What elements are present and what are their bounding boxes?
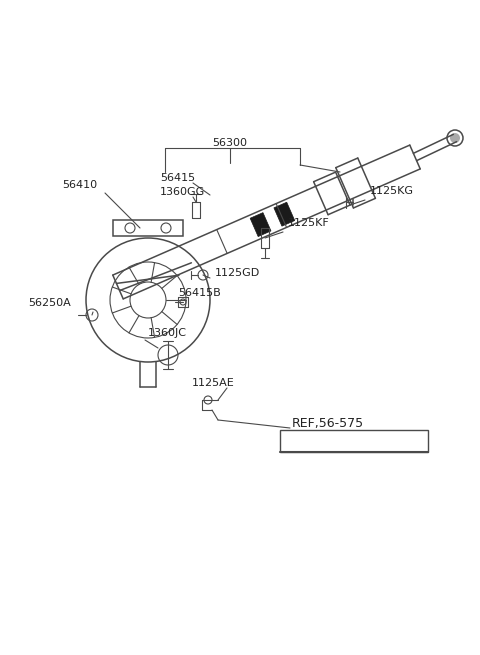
Text: 1360GG: 1360GG: [160, 187, 205, 197]
Polygon shape: [274, 202, 295, 226]
Text: 1125GD: 1125GD: [215, 268, 260, 278]
Text: 56300: 56300: [213, 138, 248, 148]
Text: 1125KG: 1125KG: [370, 186, 414, 196]
Text: 1125KF: 1125KF: [288, 218, 330, 228]
Text: 56415: 56415: [160, 173, 195, 183]
Text: 56410: 56410: [62, 180, 97, 190]
Bar: [280, 430, 428, 452]
Text: 1360JC: 1360JC: [148, 328, 187, 338]
Text: 1125AE: 1125AE: [192, 378, 235, 388]
Text: 56415B: 56415B: [178, 288, 221, 298]
Circle shape: [450, 133, 460, 143]
Text: 56250A: 56250A: [28, 298, 71, 308]
Text: REF,56-575: REF,56-575: [292, 417, 364, 430]
Polygon shape: [250, 213, 271, 236]
